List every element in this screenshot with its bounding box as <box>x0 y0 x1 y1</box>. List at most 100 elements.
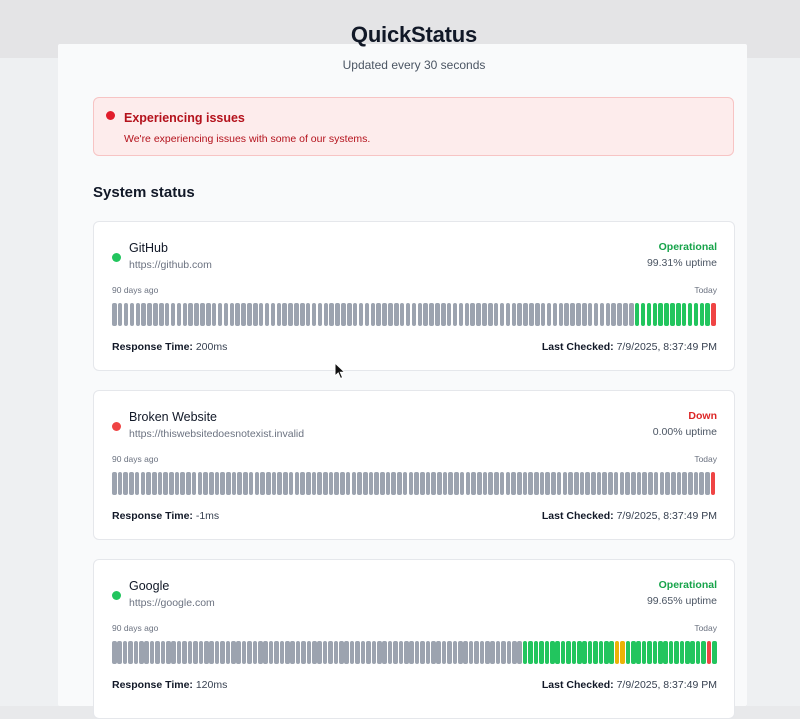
uptime-day-bar[interactable] <box>658 303 663 326</box>
uptime-day-bar[interactable] <box>506 641 512 664</box>
uptime-day-bar[interactable] <box>229 303 235 326</box>
uptime-day-bar[interactable] <box>611 303 616 326</box>
uptime-day-bar[interactable] <box>688 472 693 495</box>
uptime-day-bar[interactable] <box>408 472 414 495</box>
uptime-day-bar[interactable] <box>323 303 329 326</box>
uptime-day-bar[interactable] <box>300 303 305 326</box>
uptime-day-bar[interactable] <box>388 303 393 326</box>
uptime-day-bar[interactable] <box>640 303 646 326</box>
uptime-day-bar[interactable] <box>182 641 187 664</box>
uptime-day-bar[interactable] <box>701 641 706 664</box>
uptime-day-bar[interactable] <box>206 303 211 326</box>
uptime-day-bar[interactable] <box>220 641 225 664</box>
uptime-day-bar[interactable] <box>705 472 710 495</box>
uptime-day-bar[interactable] <box>329 303 334 326</box>
uptime-day-bar[interactable] <box>582 303 587 326</box>
uptime-day-bar[interactable] <box>609 641 614 664</box>
uptime-day-bar[interactable] <box>260 472 265 495</box>
uptime-day-bar[interactable] <box>495 641 501 664</box>
uptime-day-bar[interactable] <box>608 472 613 495</box>
uptime-day-bar[interactable] <box>180 472 186 495</box>
uptime-day-bar[interactable] <box>247 303 252 326</box>
uptime-day-bar[interactable] <box>630 472 636 495</box>
uptime-day-bar[interactable] <box>522 641 528 664</box>
uptime-day-bar[interactable] <box>459 472 465 495</box>
uptime-day-bar[interactable] <box>482 303 487 326</box>
uptime-day-bar[interactable] <box>494 472 499 495</box>
uptime-day-bar[interactable] <box>285 641 290 664</box>
uptime-day-bar[interactable] <box>446 303 452 326</box>
uptime-day-bar[interactable] <box>499 472 505 495</box>
uptime-day-bar[interactable] <box>571 641 577 664</box>
uptime-day-bar[interactable] <box>290 641 295 664</box>
uptime-day-bar[interactable] <box>288 303 293 326</box>
uptime-day-bar[interactable] <box>258 303 264 326</box>
uptime-day-bar[interactable] <box>599 303 605 326</box>
uptime-day-bar[interactable] <box>706 641 712 664</box>
uptime-day-bar[interactable] <box>270 303 276 326</box>
uptime-day-bar[interactable] <box>522 472 528 495</box>
uptime-day-bar[interactable] <box>117 641 122 664</box>
uptime-day-bar[interactable] <box>479 641 485 664</box>
uptime-day-bar[interactable] <box>117 472 123 495</box>
uptime-day-bar[interactable] <box>117 303 123 326</box>
uptime-day-bar[interactable] <box>237 472 243 495</box>
uptime-day-bar[interactable] <box>687 303 693 326</box>
uptime-day-bar[interactable] <box>712 641 717 664</box>
uptime-day-bar[interactable] <box>129 303 135 326</box>
uptime-day-bar[interactable] <box>452 303 458 326</box>
uptime-day-bar[interactable] <box>414 472 419 495</box>
uptime-day-bar[interactable] <box>160 641 166 664</box>
uptime-day-bar[interactable] <box>642 472 647 495</box>
uptime-day-bar[interactable] <box>382 303 387 326</box>
uptime-day-bar[interactable] <box>135 303 141 326</box>
uptime-day-bar[interactable] <box>301 641 306 664</box>
uptime-day-bar[interactable] <box>437 472 442 495</box>
uptime-day-bar[interactable] <box>705 303 710 326</box>
uptime-day-bar[interactable] <box>517 641 523 664</box>
uptime-day-bar[interactable] <box>341 303 346 326</box>
uptime-day-bar[interactable] <box>634 303 640 326</box>
uptime-day-bar[interactable] <box>382 641 387 664</box>
uptime-day-bar[interactable] <box>699 472 705 495</box>
uptime-day-bar[interactable] <box>598 641 604 664</box>
uptime-day-bar[interactable] <box>317 472 322 495</box>
uptime-day-bar[interactable] <box>512 641 517 664</box>
uptime-day-bar[interactable] <box>605 303 611 326</box>
uptime-day-bar[interactable] <box>490 641 496 664</box>
uptime-day-bar[interactable] <box>263 641 268 664</box>
service-url[interactable]: https://github.com <box>129 259 212 271</box>
uptime-day-bar[interactable] <box>488 472 493 495</box>
uptime-day-bar[interactable] <box>385 472 391 495</box>
uptime-day-bar[interactable] <box>295 641 301 664</box>
uptime-day-bar[interactable] <box>593 303 599 326</box>
uptime-day-bar[interactable] <box>188 303 193 326</box>
uptime-day-bar[interactable] <box>482 472 488 495</box>
uptime-day-bar[interactable] <box>294 472 300 495</box>
uptime-day-bar[interactable] <box>147 303 152 326</box>
uptime-day-bar[interactable] <box>711 303 716 326</box>
uptime-day-bar[interactable] <box>562 472 568 495</box>
uptime-day-bar[interactable] <box>558 303 564 326</box>
uptime-day-bar[interactable] <box>376 641 382 664</box>
uptime-day-bar[interactable] <box>468 641 474 664</box>
uptime-day-bar[interactable] <box>556 472 562 495</box>
uptime-day-bar[interactable] <box>194 303 199 326</box>
uptime-day-bar[interactable] <box>243 472 248 495</box>
uptime-day-bar[interactable] <box>169 472 174 495</box>
uptime-day-bar[interactable] <box>623 303 628 326</box>
uptime-day-bar[interactable] <box>370 303 376 326</box>
uptime-day-bar[interactable] <box>528 472 533 495</box>
uptime-day-bar[interactable] <box>311 472 317 495</box>
uptime-day-bar[interactable] <box>122 641 128 664</box>
uptime-day-bar[interactable] <box>585 472 590 495</box>
uptime-day-bar[interactable] <box>247 641 252 664</box>
uptime-day-bar[interactable] <box>529 303 534 326</box>
uptime-day-bar[interactable] <box>540 303 546 326</box>
uptime-day-bar[interactable] <box>464 303 470 326</box>
service-url[interactable]: https://thiswebsitedoesnotexist.invalid <box>129 428 305 440</box>
uptime-day-bar[interactable] <box>328 472 334 495</box>
uptime-day-bar[interactable] <box>345 472 351 495</box>
uptime-day-bar[interactable] <box>685 641 690 664</box>
uptime-day-bar[interactable] <box>652 303 658 326</box>
